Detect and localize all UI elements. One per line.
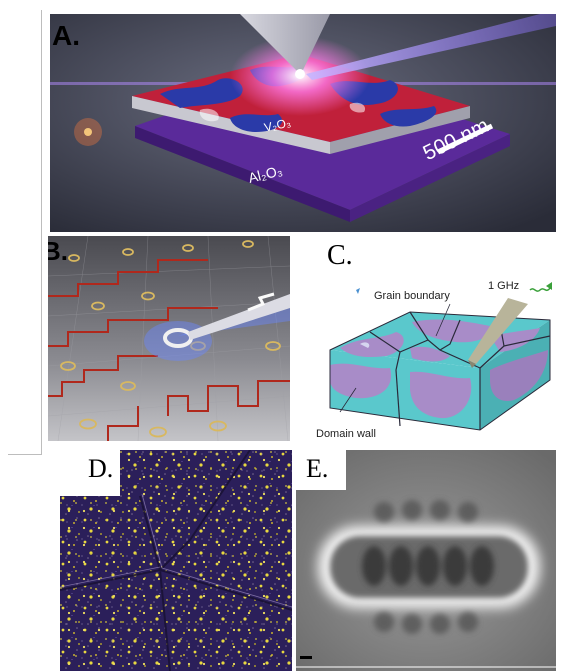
panel-c: C. 1 GHz Grain boundary Domain wall: [300, 240, 558, 446]
panel-e: E.: [296, 450, 556, 671]
grain-boundary-label: Grain boundary: [374, 290, 450, 302]
panel-label-b: B.: [48, 236, 68, 266]
red-traces: [48, 259, 290, 441]
scale-bar-e: [300, 656, 312, 659]
probe-beam: [306, 14, 556, 80]
scale-bar: [436, 123, 494, 155]
panel-label-e: E.: [306, 454, 329, 483]
panel-c-illustration: [329, 282, 552, 431]
panel-b-illustration: [48, 236, 290, 441]
panel-b: B.: [48, 236, 290, 441]
panel-a-illustration: [50, 14, 556, 232]
panel-a: A. V₂O₃ Al₂O₃ 500 nm: [50, 14, 556, 232]
panel-label-c: C.: [327, 240, 353, 271]
probe-tip: [240, 14, 330, 72]
panel-d-afm-image: [60, 450, 292, 671]
panel-d: D.: [60, 450, 292, 671]
panel-label-a: A.: [52, 20, 80, 51]
divider-left: [41, 10, 42, 455]
frequency-label: 1 GHz: [488, 280, 520, 292]
molecule-lobes: [362, 546, 494, 586]
grain-boundaries: [369, 311, 551, 430]
panel-e-image: [296, 450, 556, 671]
divider-bottom-left: [8, 454, 42, 455]
probe-cantilever: [468, 298, 528, 364]
panel-label-d: D.: [88, 454, 114, 483]
afm-grain-boundaries: [60, 450, 292, 671]
contact-pads: [60, 240, 281, 438]
microwave-signal: [529, 287, 551, 292]
domain-wall-label: Domain wall: [316, 428, 376, 440]
